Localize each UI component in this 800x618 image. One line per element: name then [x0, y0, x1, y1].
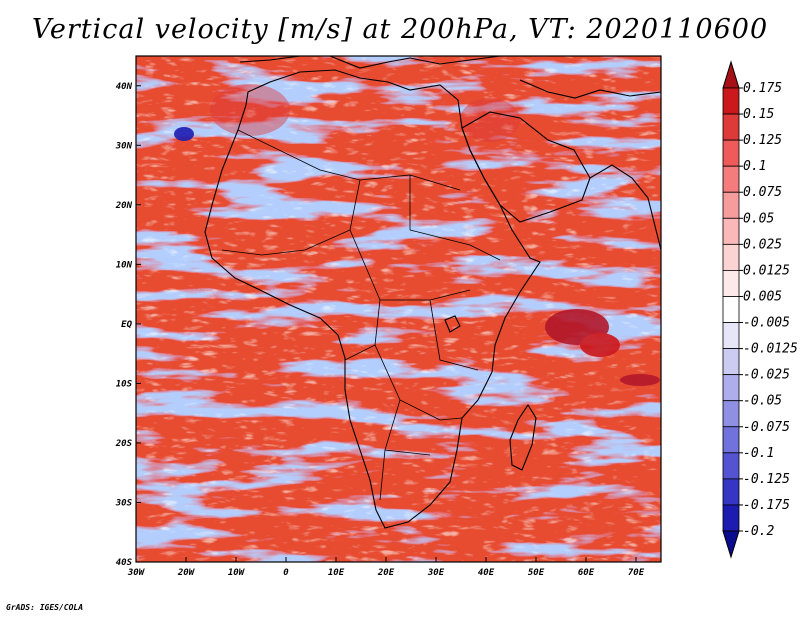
colorbar-box [722, 504, 740, 532]
asia-coast [519, 79, 661, 251]
lon-tick-label: 70E [628, 568, 645, 578]
lat-tick-label: 10N [116, 260, 133, 270]
lat-tick-label: EQ [121, 320, 132, 330]
lat-tick-label: 10S [116, 379, 133, 389]
colorbar-box [722, 139, 740, 167]
colorbar-box [722, 400, 740, 428]
strong-descent-atlantic [174, 127, 194, 141]
coastlines-borders [204, 56, 661, 529]
colorbar-label: 0.1 [743, 159, 766, 174]
lake-victoria [444, 315, 461, 333]
colorbar: 0.175 0.15 0.125 0.1 0.075 0.05 0.025 0.0125 0.0… [722, 60, 798, 559]
colorbar-box [722, 322, 740, 349]
lon-tick-label: 50E [528, 568, 545, 578]
colorbar-label: -0.075 [743, 420, 790, 435]
colorbar-box [722, 348, 740, 376]
colorbar-label: 0.05 [743, 211, 774, 226]
colorbar-label: 0.025 [743, 237, 782, 252]
colorbar-box [722, 270, 740, 297]
map-title: Vertical velocity [m/s] at 200hPa, VT: 2… [31, 14, 769, 45]
map-axes: 30W 20W 10W 0 10E 20E 30E 40E 50E 60E 70E 40N 30N 20N… [115, 82, 645, 578]
colorbar-box [722, 478, 740, 506]
africa-coastline [204, 69, 541, 529]
colorbar-label: 0.175 [743, 81, 782, 96]
lat-tick-label: 40N [116, 82, 133, 92]
lon-tick-label: 20W [177, 568, 196, 578]
borders [221, 129, 501, 501]
map-frame [135, 55, 662, 563]
ascent-north-africa [210, 84, 520, 142]
colorbar-label: 0.075 [743, 185, 782, 200]
colorbar-box [722, 191, 740, 219]
colorbar-label: 0.0125 [743, 263, 790, 278]
velocity-streaks [136, 56, 661, 562]
colorbar-box [722, 243, 740, 271]
lon-tick-label: 0 [283, 568, 289, 578]
arabian-peninsula [461, 111, 591, 223]
colorbar-box [722, 374, 740, 402]
lat-tick-label: 40S [116, 558, 133, 568]
lat-tick-label: 20N [115, 201, 133, 211]
lon-tick-label: 30E [427, 568, 445, 578]
colorbar-label: -0.0125 [743, 342, 798, 357]
strong-ascent-indian-ocean [545, 309, 660, 386]
colorbar-min-arrow [722, 530, 740, 559]
colorbar-box [722, 452, 740, 480]
colorbar-box [722, 165, 740, 193]
colorbar-label: 0.15 [743, 107, 774, 122]
colorbar-max-arrow [722, 60, 740, 89]
colorbar-box [722, 113, 740, 141]
lon-tick-label: 30W [127, 568, 146, 578]
colorbar-box [722, 296, 740, 323]
colorbar-label: 0.125 [743, 133, 782, 148]
colorbar-box [722, 87, 740, 115]
lat-tick-label: 30N [115, 141, 133, 151]
lon-tick-label: 10W [228, 568, 246, 578]
colorbar-label: -0.05 [743, 394, 782, 409]
grads-credit: GrADS: IGES/COLA [6, 603, 84, 612]
colorbar-label: -0.125 [743, 472, 790, 487]
lon-tick-label: 20E [377, 568, 395, 578]
lon-tick-label: 60E [578, 568, 595, 578]
colorbar-label: 0.005 [743, 289, 782, 304]
lon-tick-label: 10E [328, 568, 345, 578]
colorbar-label: -0.2 [743, 524, 774, 539]
madagascar [509, 403, 537, 471]
colorbar-label: -0.175 [743, 498, 790, 513]
lon-tick-label: 40E [478, 568, 495, 578]
lat-tick-label: 20S [115, 439, 133, 449]
europe-coast [239, 56, 501, 69]
colorbar-label: -0.1 [743, 446, 774, 461]
colorbar-label: -0.025 [743, 368, 790, 383]
lat-tick-label: 30S [115, 498, 133, 508]
colorbar-box [722, 217, 740, 245]
colorbar-label: -0.005 [743, 316, 790, 331]
colorbar-box [722, 426, 740, 454]
